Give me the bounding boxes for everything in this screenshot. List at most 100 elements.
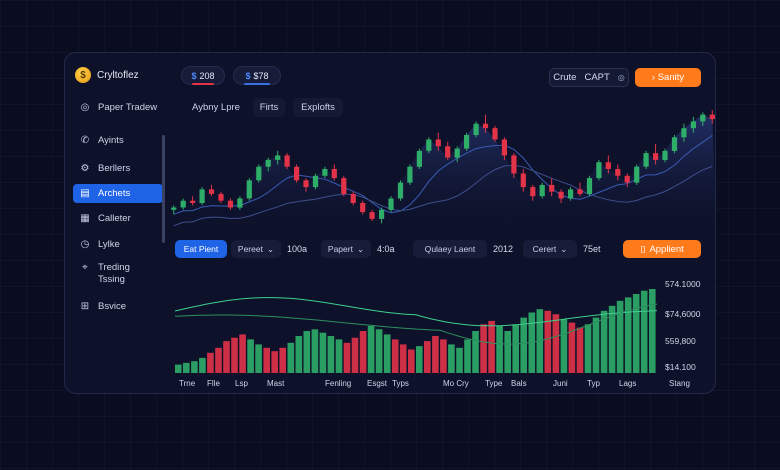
volume-bar[interactable] <box>456 347 463 373</box>
volume-bar[interactable] <box>375 329 383 373</box>
volume-bar[interactable] <box>496 326 503 373</box>
candle[interactable] <box>294 166 300 181</box>
candle[interactable] <box>350 193 356 203</box>
volume-bar[interactable] <box>247 339 254 373</box>
candle[interactable] <box>246 180 252 199</box>
volume-bar[interactable] <box>391 339 399 373</box>
volume-bar[interactable] <box>464 339 471 373</box>
candle[interactable] <box>445 146 451 158</box>
volume-bar[interactable] <box>359 331 367 373</box>
candle[interactable] <box>341 178 347 194</box>
volume-bar[interactable] <box>424 341 431 373</box>
candle[interactable] <box>700 114 706 122</box>
volume-bar[interactable] <box>576 327 584 373</box>
volume-bar[interactable] <box>399 344 407 373</box>
candle[interactable] <box>577 189 583 194</box>
candle[interactable] <box>473 123 479 135</box>
volume-bar[interactable] <box>560 319 568 373</box>
candle[interactable] <box>322 169 328 176</box>
sidebar-item-ayints[interactable]: ✆ Ayints <box>73 131 163 150</box>
candle[interactable] <box>662 150 668 160</box>
sidebar-item-paper-trade[interactable]: ◎ Paper Tradew <box>73 98 163 117</box>
volume-chart[interactable] <box>174 283 658 374</box>
sidebar-item-lylke[interactable]: ◷ Lylke <box>73 235 163 254</box>
volume-bar[interactable] <box>632 294 640 373</box>
candlestick-chart[interactable] <box>169 93 716 243</box>
candle[interactable] <box>180 200 186 208</box>
volume-bar[interactable] <box>408 349 415 374</box>
volume-bar[interactable] <box>504 331 511 373</box>
eat-pient-button[interactable]: Eat Pient <box>175 240 227 258</box>
volume-bar[interactable] <box>319 332 327 373</box>
candle[interactable] <box>275 155 281 160</box>
candle[interactable] <box>331 169 337 179</box>
candle[interactable] <box>624 175 630 183</box>
volume-bar[interactable] <box>239 334 246 373</box>
volume-bar[interactable] <box>416 346 423 373</box>
sidebar-item-bsvice[interactable]: ⊞ Bsvice <box>73 297 163 316</box>
candle[interactable] <box>208 189 215 194</box>
candle[interactable] <box>190 200 196 203</box>
candle[interactable] <box>237 198 243 208</box>
volume-bar[interactable] <box>287 342 295 373</box>
tab-explofts[interactable]: Explofts <box>293 98 343 117</box>
volume-bar[interactable] <box>568 322 576 373</box>
volume-bar[interactable] <box>520 317 527 373</box>
apply-button[interactable]: ▯ Applient <box>623 240 701 258</box>
volume-bar[interactable] <box>207 352 214 373</box>
volume-bar[interactable] <box>223 341 230 373</box>
volume-bar[interactable] <box>367 326 375 373</box>
candle[interactable] <box>379 209 385 219</box>
volume-bar[interactable] <box>624 297 632 373</box>
candle[interactable] <box>690 121 696 129</box>
volume-bar[interactable] <box>255 344 262 373</box>
cerert-dropdown[interactable]: Cerert ⌄ <box>523 240 577 258</box>
candle[interactable] <box>407 166 413 183</box>
candle[interactable] <box>218 193 224 201</box>
volume-bar[interactable] <box>383 334 391 373</box>
candle[interactable] <box>653 153 659 160</box>
candle[interactable] <box>199 189 205 203</box>
volume-bar[interactable] <box>528 312 536 374</box>
tab-firts[interactable]: Firts <box>253 98 285 117</box>
candle[interactable] <box>256 166 262 181</box>
volume-bar[interactable] <box>512 324 519 373</box>
candle[interactable] <box>501 139 507 156</box>
volume-bar[interactable] <box>552 314 560 373</box>
candle[interactable] <box>539 184 545 197</box>
volume-bar[interactable] <box>271 351 278 373</box>
volume-bar[interactable] <box>343 342 351 373</box>
candle[interactable] <box>227 200 233 208</box>
candle[interactable] <box>530 187 536 197</box>
candle[interactable] <box>284 155 290 167</box>
volume-bar[interactable] <box>263 347 270 373</box>
candle[interactable] <box>643 153 649 167</box>
candle[interactable] <box>520 173 526 188</box>
candle[interactable] <box>360 203 366 213</box>
sidebar-item-calleter[interactable]: ▦ Calleter <box>73 209 163 228</box>
candle[interactable] <box>511 155 517 174</box>
candle[interactable] <box>388 198 394 210</box>
volume-bar[interactable] <box>175 364 182 373</box>
candle[interactable] <box>549 184 555 192</box>
candle[interactable] <box>634 166 640 183</box>
sidebar-item-trading[interactable]: ⌖ Treding Tssing <box>73 262 163 290</box>
volume-bar[interactable] <box>215 347 222 373</box>
sidebar-item-berllers[interactable]: ⚙ Berllers <box>73 159 163 178</box>
papert-dropdown[interactable]: Papert ⌄ <box>321 240 371 258</box>
volume-bar[interactable] <box>608 305 616 373</box>
candle[interactable] <box>171 207 177 210</box>
balance-pill-a[interactable]: $ 208 <box>181 66 225 85</box>
qulaey-dropdown[interactable]: Qulaey Laent <box>413 240 487 258</box>
candle[interactable] <box>303 180 309 188</box>
candle[interactable] <box>369 212 375 219</box>
candle[interactable] <box>586 178 593 194</box>
candle[interactable] <box>671 137 678 151</box>
balance-pill-b[interactable]: $ $78 <box>233 66 281 85</box>
candle[interactable] <box>464 135 470 149</box>
volume-bar[interactable] <box>649 289 656 373</box>
candle[interactable] <box>558 191 564 199</box>
candle[interactable] <box>596 162 602 179</box>
volume-bar[interactable] <box>432 336 439 373</box>
volume-bar[interactable] <box>544 310 552 373</box>
